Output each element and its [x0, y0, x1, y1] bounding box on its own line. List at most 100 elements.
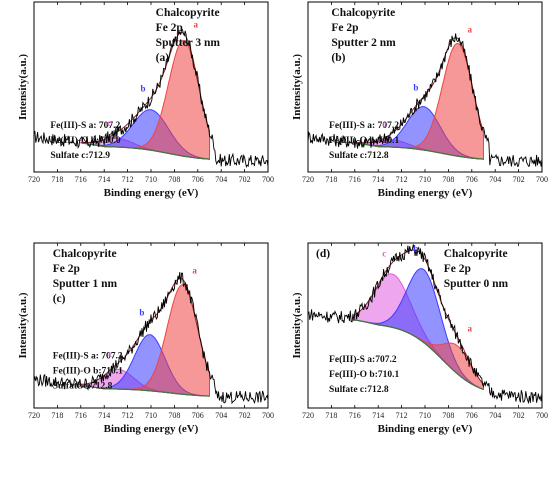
peak-annotation: Fe(III)-O b:710.1 — [329, 369, 399, 380]
panel-title-line: Chalcopyrite — [156, 7, 220, 19]
chart-panel-d: 720 718 716 714 712 710 708 706 704 702 700 Binding… — [291, 242, 548, 435]
x-tick-label: 718 — [325, 411, 337, 420]
peak-letter-a: a — [468, 24, 473, 34]
raw-data-line — [307, 244, 543, 405]
chart-panel-a: 720 718 716 714 712 710 708 706 704 702 700 Binding… — [17, 1, 274, 199]
x-tick-label: 704 — [215, 411, 227, 420]
peak-letter-b: b — [413, 82, 418, 92]
x-tick-label: 712 — [122, 411, 134, 420]
x-tick-label: 708 — [442, 175, 454, 184]
x-tick-label: 702 — [513, 175, 525, 184]
x-tick-label: 712 — [396, 175, 408, 184]
peak-letter-b: b — [139, 308, 144, 318]
x-tick-label: 716 — [75, 411, 87, 420]
x-tick-label: 700 — [262, 175, 274, 184]
x-tick-label: 708 — [168, 175, 180, 184]
peak-annotation: Fe(III)-O b:710.1 — [329, 135, 399, 146]
x-tick-label: 702 — [513, 411, 525, 420]
raw-data-line — [33, 272, 269, 405]
x-tick-label: 714 — [98, 411, 110, 420]
x-tick-label: 710 — [145, 175, 157, 184]
panel-title-line: Fe 2p — [331, 22, 358, 34]
x-tick-label: 700 — [536, 411, 548, 420]
panel-letter: (c) — [53, 293, 66, 305]
x-tick-label: 700 — [536, 175, 548, 184]
panel-title-line: Sputter 1 nm — [53, 278, 118, 290]
x-axis-title: Binding energy (eV) — [378, 423, 473, 435]
x-tick-label: 708 — [168, 411, 180, 420]
peak-letter-a: a — [194, 19, 199, 29]
peak-letter-c: c — [107, 118, 111, 128]
x-tick-label: 710 — [145, 411, 157, 420]
peak-annotation: Fe(III)-O b:710.0 — [50, 135, 120, 146]
panel-letter: (b) — [331, 52, 345, 64]
x-tick-label: 720 — [28, 411, 40, 420]
x-tick-label: 716 — [349, 175, 361, 184]
peak-letter-c: c — [108, 349, 112, 359]
panel-title-line: Fe 2p — [444, 263, 471, 275]
panel-title-line: Chalcopyrite — [331, 7, 395, 19]
x-axis-title: Binding energy (eV) — [378, 187, 473, 199]
peak-annotation: Sulfate c:712.8 — [329, 385, 389, 395]
raw-data-line — [307, 33, 543, 168]
x-tick-label: 706 — [192, 411, 204, 420]
panel-title-line: Fe 2p — [156, 22, 183, 34]
peak-letter-a: a — [468, 323, 473, 333]
x-tick-label: 712 — [122, 175, 134, 184]
x-tick-label: 700 — [262, 411, 274, 420]
x-tick-label: 706 — [466, 175, 478, 184]
x-tick-label: 712 — [396, 411, 408, 420]
peak-letter-a: a — [192, 265, 197, 275]
y-axis-title: Intensity(a.u.) — [291, 292, 303, 358]
panel-letter: (a) — [156, 52, 170, 64]
x-tick-label: 716 — [75, 175, 87, 184]
x-tick-label: 718 — [51, 175, 63, 184]
background-line — [80, 142, 210, 160]
background-line — [354, 319, 484, 390]
x-axis-title: Binding energy (eV) — [104, 187, 199, 199]
panel-title-line: Chalcopyrite — [53, 248, 117, 260]
x-tick-label: 706 — [192, 175, 204, 184]
x-tick-label: 718 — [51, 411, 63, 420]
x-tick-label: 714 — [372, 175, 384, 184]
x-tick-label: 710 — [419, 175, 431, 184]
raw-data-line — [33, 29, 269, 168]
x-tick-label: 702 — [239, 175, 251, 184]
x-tick-label: 714 — [372, 411, 384, 420]
x-tick-label: 704 — [489, 411, 501, 420]
x-tick-label: 718 — [325, 175, 337, 184]
peak-annotation: Sulfate c:712.8 — [53, 382, 113, 392]
x-tick-label: 720 — [28, 175, 40, 184]
x-tick-label: 720 — [302, 411, 314, 420]
peak-annotation: Fe(III)-O b:710.1 — [53, 366, 123, 377]
panel-title-line: Chalcopyrite — [444, 248, 508, 260]
chart-panel-c: 720 718 716 714 712 710 708 706 704 702 700 Binding… — [17, 242, 274, 435]
peak-letter-b: b — [413, 244, 418, 254]
panel-title-line: Sputter 2 nm — [331, 37, 396, 49]
x-tick-label: 704 — [215, 175, 227, 184]
panel-title-line: Sputter 0 nm — [444, 278, 509, 290]
peak-annotation: Fe(III)-S a:707.2 — [329, 354, 397, 365]
x-axis-title: Binding energy (eV) — [104, 423, 199, 435]
panel-title-line: Sputter 3 nm — [156, 37, 221, 49]
x-tick-label: 702 — [239, 411, 251, 420]
panel-title-line: Fe 2p — [53, 263, 80, 275]
panel-letter: (d) — [316, 248, 330, 260]
y-axis-title: Intensity(a.u.) — [17, 292, 29, 358]
x-tick-label: 708 — [442, 411, 454, 420]
x-tick-label: 714 — [98, 175, 110, 184]
chart-panel-b: 720 718 716 714 712 710 708 706 704 702 700 Binding… — [291, 1, 548, 199]
peak-annotation: Sulfate c:712.9 — [50, 151, 110, 161]
background-line — [80, 384, 210, 397]
peak-letter-c: c — [382, 249, 386, 259]
peak-annotation: Fe(III)-S a: 707.3 — [53, 351, 123, 362]
peak-annotation: Sulfate c:712.8 — [329, 151, 389, 161]
x-tick-label: 720 — [302, 175, 314, 184]
x-tick-label: 706 — [466, 411, 478, 420]
background-line — [354, 142, 484, 160]
peak-annotation: Fe(III)-S a: 707.2 — [329, 120, 399, 131]
x-tick-label: 716 — [349, 411, 361, 420]
y-axis-title: Intensity(a.u.) — [291, 54, 303, 120]
peak-annotation: Fe(III)-S a: 707.2 — [50, 120, 120, 131]
